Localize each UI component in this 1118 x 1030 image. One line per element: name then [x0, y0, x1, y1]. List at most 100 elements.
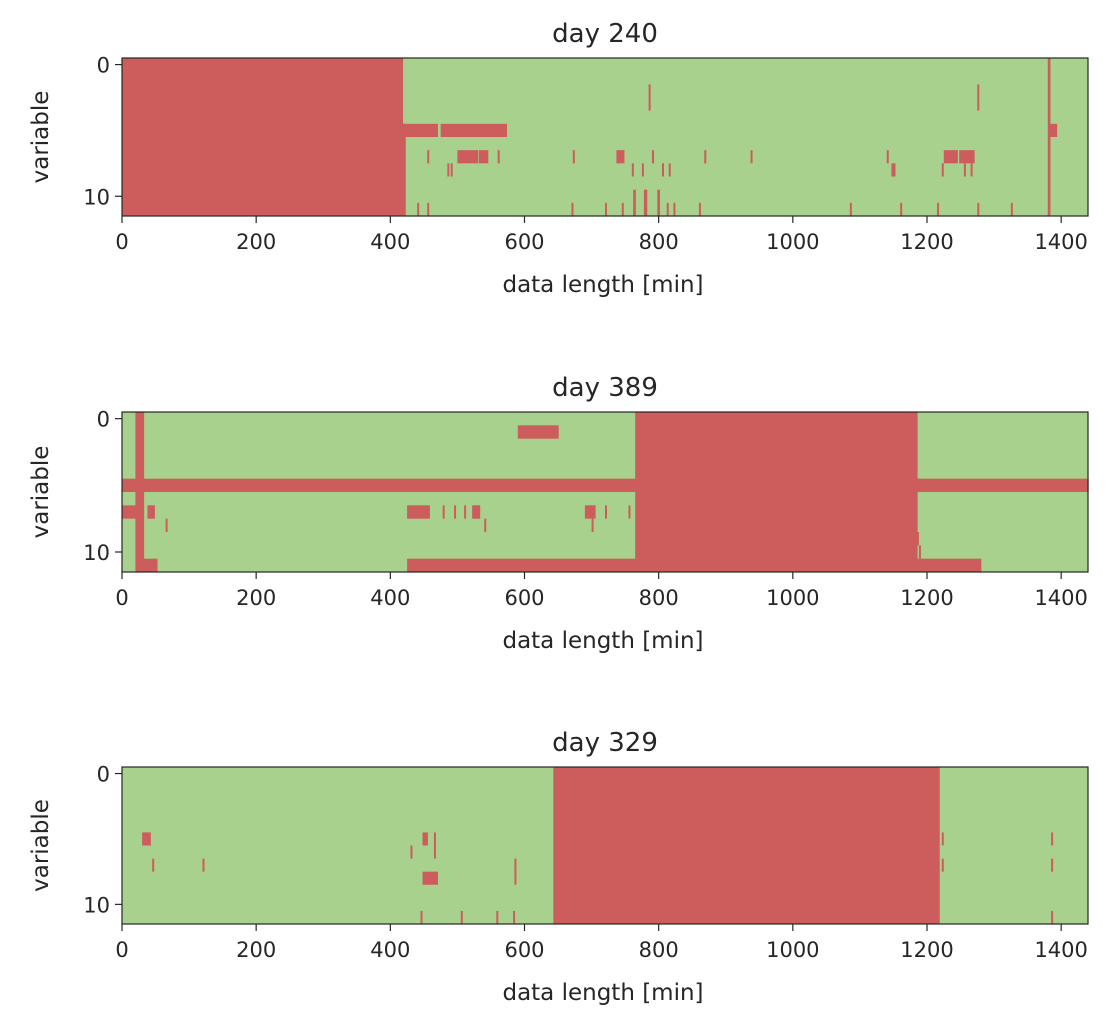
- x-tick-label: 0: [115, 938, 128, 962]
- missing-tick: [433, 845, 436, 859]
- missing-tick: [605, 505, 607, 519]
- missing-tick: [918, 545, 921, 559]
- missing-block: [142, 832, 151, 846]
- missing-block: [943, 150, 958, 164]
- x-tick-label: 0: [115, 230, 128, 254]
- missing-tick: [916, 532, 919, 546]
- missing-tick: [420, 910, 423, 924]
- missing-block: [440, 123, 508, 137]
- x-tick-label: 400: [370, 938, 410, 962]
- missing-block: [402, 123, 406, 216]
- y-tick-label: 10: [83, 893, 110, 917]
- x-tick-label: 1000: [766, 230, 819, 254]
- missing-tick: [704, 150, 707, 164]
- y-tick-label: 10: [83, 185, 110, 209]
- missing-block: [553, 767, 940, 924]
- missing-tick: [641, 163, 644, 177]
- missing-block: [457, 150, 479, 164]
- x-tick-label: 1200: [900, 938, 953, 962]
- missing-tick: [484, 518, 487, 532]
- missing-tick: [970, 163, 973, 177]
- y-tick-label: 0: [97, 763, 110, 787]
- y-axis-label: variable: [28, 91, 54, 184]
- missing-block: [584, 505, 596, 519]
- x-tick-label: 200: [236, 586, 276, 610]
- missing-block: [959, 150, 975, 164]
- missing-tick: [900, 202, 903, 216]
- missing-tick: [442, 505, 445, 519]
- missing-block: [648, 84, 651, 111]
- missing-tick: [886, 150, 889, 164]
- y-tick-label: 0: [97, 54, 110, 78]
- missing-tick: [673, 202, 676, 216]
- y-axis-label: variable: [28, 799, 54, 892]
- missing-tick: [497, 150, 500, 164]
- missing-block: [1047, 58, 1051, 216]
- missing-tick: [941, 163, 944, 177]
- missing-block: [407, 505, 430, 519]
- x-axis-label: data length [min]: [502, 272, 703, 298]
- missing-tick: [433, 832, 436, 846]
- missing-block: [633, 189, 636, 216]
- missing-block: [977, 84, 980, 111]
- chart-title: day 329: [552, 728, 658, 758]
- axes-frame: [121, 766, 1089, 925]
- y-axis-label: variable: [28, 446, 54, 539]
- missing-tick: [1051, 910, 1054, 924]
- axes-frame: [121, 411, 1089, 573]
- missing-tick: [605, 202, 607, 216]
- missing-tick: [937, 202, 940, 216]
- missing-tick: [165, 518, 168, 532]
- chart-title: day 240: [552, 19, 658, 49]
- missing-block: [643, 189, 648, 216]
- missing-tick: [460, 910, 463, 924]
- missing-block: [142, 558, 158, 572]
- missing-tick: [1010, 202, 1013, 216]
- missing-tick: [417, 202, 420, 216]
- x-tick-label: 200: [236, 230, 276, 254]
- x-tick-label: 200: [236, 938, 276, 962]
- x-tick-label: 400: [370, 586, 410, 610]
- missing-tick: [572, 150, 575, 164]
- missing-block: [122, 505, 137, 519]
- missing-tick: [631, 163, 634, 177]
- missing-block: [472, 505, 481, 519]
- missing-block: [1049, 123, 1058, 137]
- x-tick-label: 1400: [1034, 586, 1087, 610]
- missing-tick: [651, 150, 654, 164]
- x-tick-label: 1200: [900, 230, 953, 254]
- missing-tick: [202, 858, 205, 872]
- missing-block: [422, 871, 438, 885]
- missing-block: [517, 425, 559, 439]
- x-tick-label: 600: [504, 938, 544, 962]
- x-tick-label: 600: [504, 586, 544, 610]
- missing-tick: [941, 858, 944, 872]
- chart-title: day 389: [552, 373, 658, 403]
- missing-tick: [152, 858, 155, 872]
- missing-tick: [571, 202, 574, 216]
- missing-tick: [963, 163, 966, 177]
- missing-tick: [447, 163, 450, 177]
- x-axis-label: data length [min]: [502, 628, 703, 654]
- x-tick-label: 800: [639, 586, 679, 610]
- missing-tick: [666, 202, 669, 216]
- y-tick-label: 10: [83, 541, 110, 565]
- missing-tick: [849, 202, 852, 216]
- x-tick-label: 1200: [900, 586, 953, 610]
- missing-tick: [1051, 832, 1054, 846]
- missing-block: [657, 189, 661, 216]
- x-tick-label: 1000: [766, 586, 819, 610]
- x-tick-label: 1000: [766, 938, 819, 962]
- x-tick-label: 0: [115, 586, 128, 610]
- missing-tick: [698, 202, 701, 216]
- missing-tick: [427, 150, 430, 164]
- missing-block: [891, 163, 896, 177]
- x-tick-label: 1400: [1034, 230, 1087, 254]
- missing-tick: [662, 163, 665, 177]
- x-tick-label: 600: [504, 230, 544, 254]
- missing-block: [403, 123, 438, 137]
- missing-tick: [454, 505, 457, 519]
- missing-tick: [591, 518, 594, 532]
